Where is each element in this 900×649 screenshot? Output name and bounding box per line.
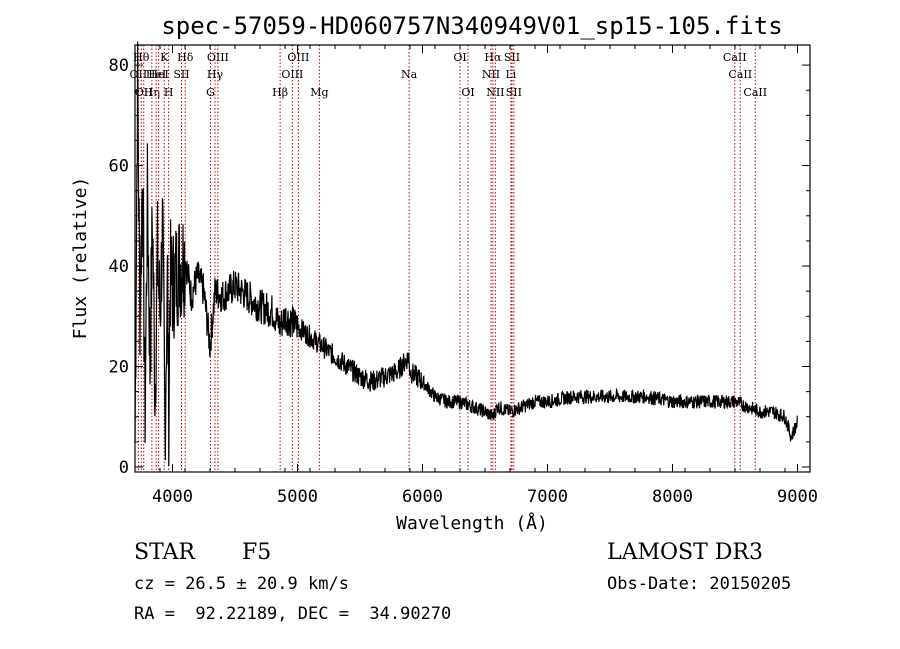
line-label: OIII bbox=[287, 51, 309, 64]
x-tick-label: 8000 bbox=[652, 487, 693, 507]
object-type: STAR bbox=[134, 540, 195, 565]
plot-frame bbox=[134, 44, 811, 473]
y-tick-label: 60 bbox=[109, 157, 129, 177]
x-tick-label: 4000 bbox=[152, 487, 193, 507]
line-label: SII bbox=[173, 68, 189, 81]
line-label: H bbox=[164, 86, 174, 99]
line-label: Hγ bbox=[207, 68, 224, 81]
y-axis-label: Flux (relative) bbox=[70, 177, 91, 340]
x-axis-label: Wavelength (Å) bbox=[396, 512, 548, 534]
line-label: HeI bbox=[148, 68, 168, 81]
line-label: CaII bbox=[723, 51, 747, 64]
line-label: CaII bbox=[728, 68, 752, 81]
line-label: OIII bbox=[207, 51, 229, 64]
observation-date: Obs-Date: 20150205 bbox=[607, 574, 792, 594]
line-label: SII bbox=[504, 51, 520, 64]
line-label: Mg bbox=[310, 86, 328, 99]
spectral-subclass: F5 bbox=[242, 540, 272, 565]
y-tick-label: 40 bbox=[109, 257, 129, 277]
line-label: NII bbox=[486, 86, 504, 99]
x-tick-label: 7000 bbox=[527, 487, 568, 507]
line-label: Hα bbox=[484, 51, 502, 64]
line-label: Hθ bbox=[133, 51, 150, 64]
y-axis-ticks: 0 20 40 60 80 bbox=[109, 56, 810, 478]
line-label: Na bbox=[401, 68, 418, 81]
coordinates: RA = 92.22189, DEC = 34.90270 bbox=[134, 604, 452, 624]
line-label: Li bbox=[505, 68, 516, 81]
line-label: OI bbox=[453, 51, 466, 64]
line-label: OIII bbox=[281, 68, 303, 81]
x-tick-label: 5000 bbox=[277, 487, 318, 507]
line-label: SII bbox=[506, 86, 522, 99]
line-label: OI bbox=[461, 86, 474, 99]
survey-name: LAMOST DR3 bbox=[607, 540, 763, 565]
line-label: CaII bbox=[743, 86, 767, 99]
line-label: Hβ bbox=[272, 86, 288, 99]
chart-title: spec-57059-HD060757N340949V01_sp15-105.f… bbox=[161, 12, 782, 40]
x-tick-label: 9000 bbox=[777, 487, 818, 507]
y-tick-label: 20 bbox=[109, 358, 129, 378]
line-label: HeI bbox=[146, 68, 166, 81]
x-tick-label: 6000 bbox=[402, 487, 443, 507]
line-label: K bbox=[160, 51, 169, 64]
line-label: Hδ bbox=[177, 51, 194, 64]
y-tick-label: 80 bbox=[109, 56, 129, 76]
redshift-value: cz = 26.5 ± 20.9 km/s bbox=[134, 574, 349, 594]
x-axis-ticks: 4000 5000 6000 7000 8000 9000 bbox=[134, 45, 818, 507]
line-label: NII bbox=[482, 68, 500, 81]
spectrum-line bbox=[134, 41, 798, 467]
y-tick-label: 0 bbox=[119, 458, 129, 478]
emission-line-markers: OIIHθOIIHηHeIHeIKHSIIHδGHγOIIIHβOIIIOIII… bbox=[130, 45, 767, 472]
line-label: Hη bbox=[144, 86, 160, 99]
line-label: G bbox=[206, 86, 215, 99]
line-label: OII bbox=[135, 86, 153, 99]
